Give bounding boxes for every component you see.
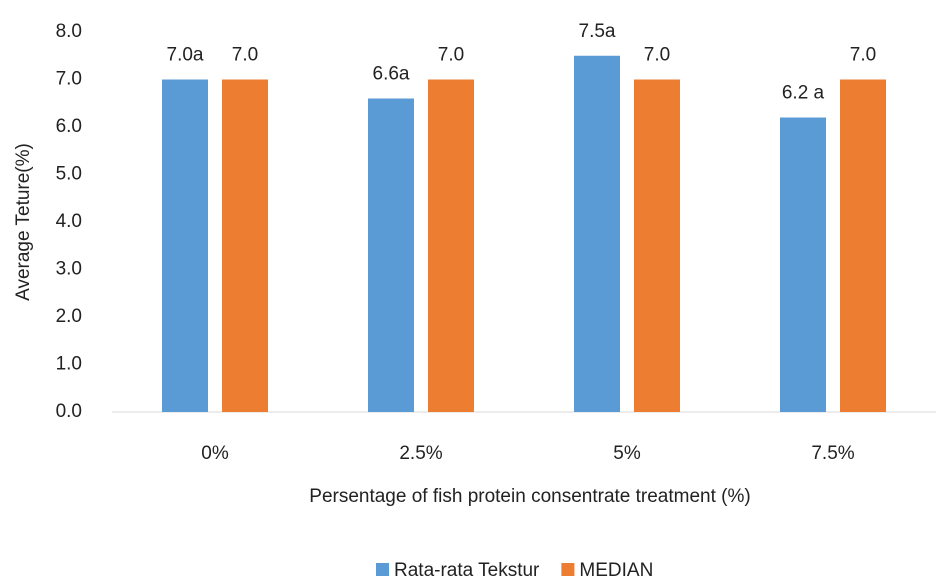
x-tick-label: 5% xyxy=(613,443,641,464)
legend-swatch xyxy=(376,563,389,576)
data-label: 7.0 xyxy=(232,45,258,66)
data-label: 7.0 xyxy=(438,45,464,66)
y-tick-label: 2.0 xyxy=(56,306,82,327)
legend-label: MEDIAN xyxy=(579,560,653,581)
x-tick-label: 2.5% xyxy=(399,443,442,464)
bar xyxy=(634,79,680,412)
x-tick-label: 0% xyxy=(201,443,229,464)
y-tick-label: 5.0 xyxy=(56,164,82,185)
data-label: 7.0 xyxy=(644,45,670,66)
y-tick-label: 6.0 xyxy=(56,116,82,137)
bar xyxy=(840,79,886,412)
y-tick-label: 4.0 xyxy=(56,211,82,232)
y-tick-label: 1.0 xyxy=(56,354,82,375)
data-label: 7.5a xyxy=(579,21,616,42)
y-tick-label: 3.0 xyxy=(56,259,82,280)
bar xyxy=(162,79,208,412)
legend-swatch xyxy=(561,563,575,576)
x-axis-title: Persentage of fish protein consentrate t… xyxy=(309,486,750,507)
legend-label: Rata-rata Tekstur xyxy=(394,560,540,581)
bar xyxy=(574,55,620,412)
data-label: 6.6a xyxy=(373,64,410,85)
y-tick-label: 8.0 xyxy=(56,21,82,42)
data-label: 7.0 xyxy=(850,45,876,66)
y-axis-title: Average Teture(%) xyxy=(13,143,34,301)
bar xyxy=(428,79,474,412)
y-tick-label: 0.0 xyxy=(56,401,82,422)
y-tick-label: 7.0 xyxy=(56,69,82,90)
bar xyxy=(222,79,268,412)
bar xyxy=(780,117,826,412)
data-label: 6.2 a xyxy=(782,83,825,104)
x-tick-label: 7.5% xyxy=(811,443,854,464)
data-label: 7.0a xyxy=(167,45,204,66)
bar xyxy=(368,98,414,412)
